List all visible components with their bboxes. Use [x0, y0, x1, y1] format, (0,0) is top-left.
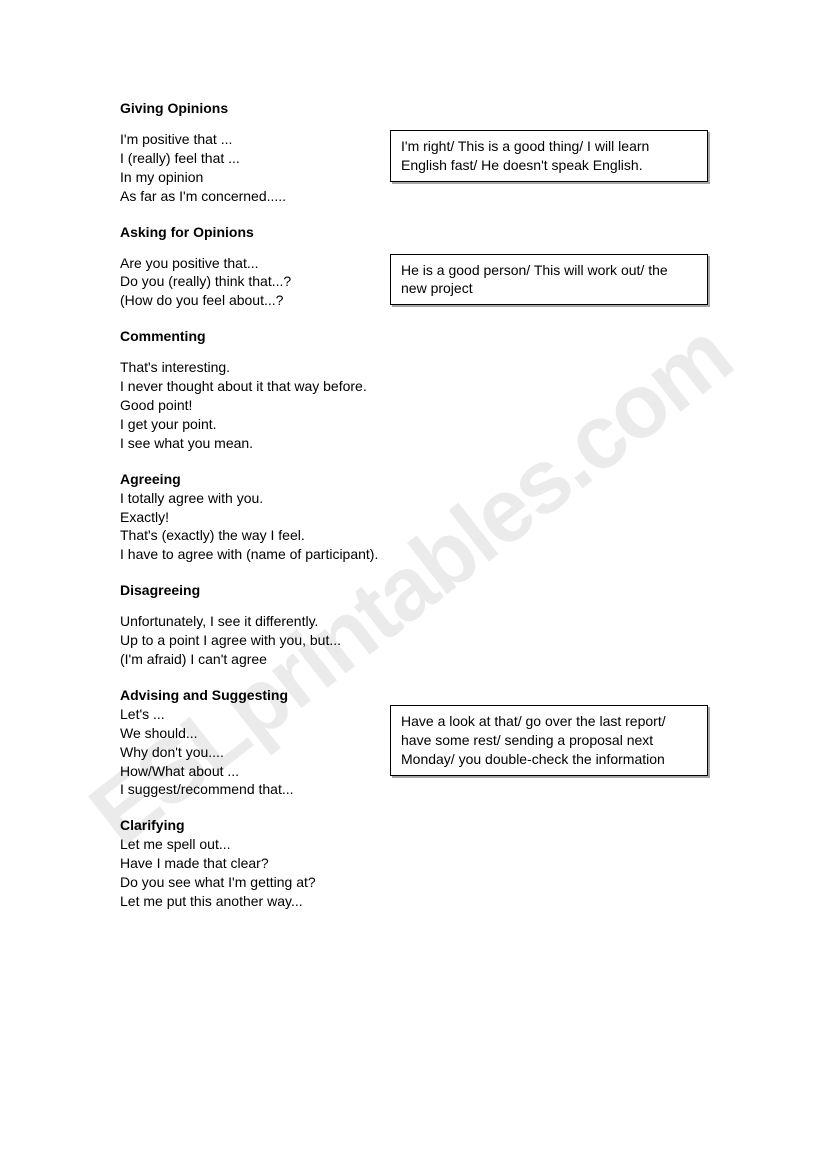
phrase-text: I'm positive that ...	[120, 130, 350, 149]
phrase-text: Have I made that clear?	[120, 854, 711, 873]
phrase-text: (How do you feel about...?	[120, 291, 350, 310]
phrases-asking-opinions: Are you positive that... Do you (really)…	[120, 254, 350, 311]
row-asking-opinions: Are you positive that... Do you (really)…	[120, 254, 711, 311]
phrases-commenting: That's interesting. I never thought abou…	[120, 358, 711, 452]
phrase-text: Up to a point I agree with you, but...	[120, 631, 711, 650]
row-advising: Let's ... We should... Why don't you....…	[120, 705, 711, 799]
phrase-text: That's (exactly) the way I feel.	[120, 526, 711, 545]
phrases-clarifying: Let me spell out... Have I made that cle…	[120, 835, 711, 911]
phrase-text: I never thought about it that way before…	[120, 377, 711, 396]
example-box-giving-opinions: I'm right/ This is a good thing/ I will …	[390, 130, 708, 182]
section-asking-opinions: Asking for Opinions Are you positive tha…	[120, 224, 711, 311]
phrase-text: Are you positive that...	[120, 254, 350, 273]
heading-giving-opinions: Giving Opinions	[120, 100, 711, 116]
phrase-text: In my opinion	[120, 168, 350, 187]
phrases-advising: Let's ... We should... Why don't you....…	[120, 705, 350, 799]
phrase-text: I totally agree with you.	[120, 489, 711, 508]
phrase-text: Do you (really) think that...?	[120, 272, 350, 291]
phrase-text: We should...	[120, 724, 350, 743]
phrase-text: I see what you mean.	[120, 434, 711, 453]
phrases-disagreeing: Unfortunately, I see it differently. Up …	[120, 612, 711, 669]
example-box-advising: Have a look at that/ go over the last re…	[390, 705, 708, 776]
phrase-text: Do you see what I'm getting at?	[120, 873, 711, 892]
phrase-text: Let me spell out...	[120, 835, 711, 854]
heading-commenting: Commenting	[120, 328, 711, 344]
heading-agreeing: Agreeing	[120, 471, 711, 487]
phrase-text: I suggest/recommend that...	[120, 780, 350, 799]
phrase-text: Good point!	[120, 396, 711, 415]
phrase-text: I (really) feel that ...	[120, 149, 350, 168]
phrase-text: Unfortunately, I see it differently.	[120, 612, 711, 631]
section-agreeing: Agreeing I totally agree with you. Exact…	[120, 471, 711, 565]
phrase-text: That's interesting.	[120, 358, 711, 377]
phrase-text: Let me put this another way...	[120, 892, 711, 911]
heading-clarifying: Clarifying	[120, 817, 711, 833]
phrases-agreeing: I totally agree with you. Exactly! That'…	[120, 489, 711, 565]
phrase-text: As far as I'm concerned.....	[120, 187, 350, 206]
phrase-text: How/What about ...	[120, 762, 350, 781]
document-content: Giving Opinions I'm positive that ... I …	[120, 100, 711, 911]
section-advising: Advising and Suggesting Let's ... We sho…	[120, 687, 711, 799]
phrase-text: Why don't you....	[120, 743, 350, 762]
example-box-asking-opinions: He is a good person/ This will work out/…	[390, 254, 708, 306]
phrase-text: (I'm afraid) I can't agree	[120, 650, 711, 669]
heading-asking-opinions: Asking for Opinions	[120, 224, 711, 240]
section-disagreeing: Disagreeing Unfortunately, I see it diff…	[120, 582, 711, 669]
heading-advising: Advising and Suggesting	[120, 687, 711, 703]
phrase-text: I get your point.	[120, 415, 711, 434]
phrase-text: I have to agree with (name of participan…	[120, 545, 711, 564]
row-giving-opinions: I'm positive that ... I (really) feel th…	[120, 130, 711, 206]
section-commenting: Commenting That's interesting. I never t…	[120, 328, 711, 452]
heading-disagreeing: Disagreeing	[120, 582, 711, 598]
phrase-text: Exactly!	[120, 508, 711, 527]
phrases-giving-opinions: I'm positive that ... I (really) feel th…	[120, 130, 350, 206]
section-giving-opinions: Giving Opinions I'm positive that ... I …	[120, 100, 711, 206]
phrase-text: Let's ...	[120, 705, 350, 724]
section-clarifying: Clarifying Let me spell out... Have I ma…	[120, 817, 711, 911]
